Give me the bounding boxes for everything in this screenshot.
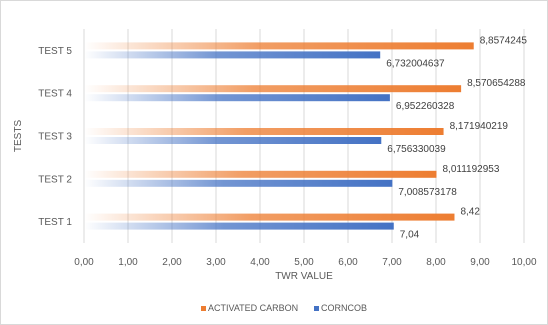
x-tick-label: 7,00: [382, 257, 402, 268]
x-tick-label: 4,00: [250, 257, 270, 268]
bar: [84, 213, 455, 221]
bar: [84, 51, 381, 59]
legend-swatch: [314, 306, 319, 311]
x-tick-label: 2,00: [162, 257, 182, 268]
legend-swatch: [201, 306, 206, 311]
bar: [84, 94, 390, 102]
x-axis-title: TWR VALUE: [275, 271, 333, 282]
bar: [84, 179, 393, 187]
x-tick-label: 1,00: [118, 257, 138, 268]
data-label: 7,008573178: [398, 187, 457, 198]
category-label: TEST 5: [38, 46, 72, 57]
bar: [84, 42, 474, 50]
x-tick-label: 10,00: [511, 257, 536, 268]
data-label: 8,171940219: [450, 121, 509, 132]
category-label: TEST 4: [38, 89, 72, 100]
data-label: 6,756330039: [387, 144, 446, 155]
data-label: 8,011192953: [442, 164, 499, 175]
data-label: 6,732004637: [386, 58, 445, 69]
data-label: 8,570654288: [467, 78, 526, 89]
x-tick-label: 9,00: [470, 257, 490, 268]
y-axis-title: TESTS: [13, 120, 24, 153]
legend-label: ACTIVATED CARBON: [208, 303, 298, 313]
bar: [84, 137, 382, 144]
gridlines: [83, 29, 525, 243]
bar: [84, 128, 444, 135]
legend-label: CORNCOB: [321, 303, 367, 313]
bar: [84, 222, 394, 230]
category-label: TEST 3: [38, 132, 72, 143]
bar: [84, 170, 437, 178]
x-tick-labels: 0,00 1,00 2,00 3,00 4,00 5,00 6,00 7,00 8,00 9,00…: [74, 257, 537, 268]
category-labels: TEST 1 TEST 2 TEST 3 TEST 4 TEST 5: [38, 46, 72, 228]
x-tick-label: 5,00: [294, 257, 314, 268]
x-tick-label: 8,00: [426, 257, 446, 268]
legend: ACTIVATED CARBON CORNCOB: [201, 303, 367, 313]
bar: [84, 85, 462, 93]
data-labels: 8,42 7,04 8,011192953 7,008573178 8,17194021…: [386, 35, 527, 240]
data-label: 8,42: [460, 207, 480, 218]
bars: [84, 42, 474, 230]
x-tick-label: 6,00: [338, 257, 358, 268]
x-tick-label: 3,00: [206, 257, 226, 268]
category-label: TEST 2: [38, 174, 72, 185]
category-label: TEST 1: [38, 217, 72, 228]
x-tick-label: 0,00: [74, 257, 94, 268]
data-label: 7,04: [400, 230, 420, 241]
data-label: 8,8574245: [480, 35, 528, 46]
data-label: 6,952260328: [396, 101, 455, 112]
